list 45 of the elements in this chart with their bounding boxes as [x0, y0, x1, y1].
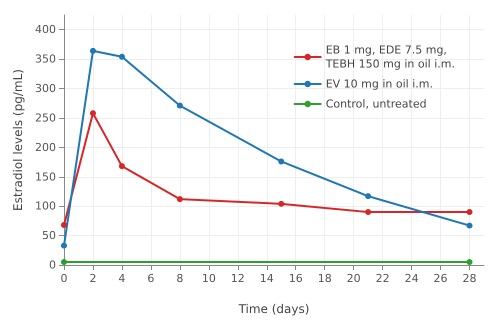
point [61, 242, 67, 249]
point [278, 200, 284, 207]
y-tick-label: 150 [35, 170, 56, 184]
x-tick-label: 4 [118, 272, 126, 285]
y-tick-label: 0 [49, 258, 56, 272]
x-tick-label: 24 [404, 272, 419, 285]
x-tick-label: 26 [434, 272, 448, 285]
point [118, 54, 125, 60]
point [90, 110, 96, 116]
point [466, 209, 473, 216]
point [61, 259, 67, 266]
x-tick-label: 12 [230, 272, 245, 285]
y-tick-label: 100 [35, 200, 56, 213]
point [176, 196, 183, 202]
x-tick-label: 14 [260, 272, 274, 285]
legend-label: Control, untreated [326, 98, 427, 110]
y-axis-title: Estradiol levels (pg/mL) [11, 69, 26, 211]
y-tick-label: 50 [42, 229, 56, 242]
x-tick-label: 18 [318, 272, 332, 285]
x-tick-label: 8 [176, 272, 184, 285]
x-tick-label: 10 [202, 272, 216, 285]
x-tick-label: 22 [376, 272, 390, 285]
x-axis-title: Time (days) [238, 302, 310, 316]
legend-label: EV 10 mg in oil i.m. [326, 78, 433, 90]
x-tick-label: 0 [60, 272, 68, 285]
y-tick-label: 200 [35, 140, 56, 154]
y-tick-label: 300 [35, 82, 56, 96]
point [61, 222, 67, 228]
point [466, 259, 473, 266]
y-tick-label: 400 [35, 23, 56, 36]
point [118, 163, 125, 170]
point [466, 222, 473, 229]
x-tick-label: 20 [346, 272, 361, 285]
x-tick-label: 2 [89, 272, 96, 285]
point [176, 102, 183, 109]
x-tick-label: 28 [462, 272, 477, 285]
x-tick-label: 16 [288, 272, 303, 285]
x-tick-label: 6 [147, 272, 154, 285]
point [90, 48, 96, 54]
point [365, 209, 372, 216]
point [278, 158, 284, 164]
y-tick-label: 250 [35, 111, 56, 124]
point [365, 193, 372, 200]
legend-label: EB 1 mg, EDE 7.5 mg, TEBH 150 mg in oil i.m. [324, 44, 456, 70]
y-tick-label: 350 [35, 52, 56, 66]
